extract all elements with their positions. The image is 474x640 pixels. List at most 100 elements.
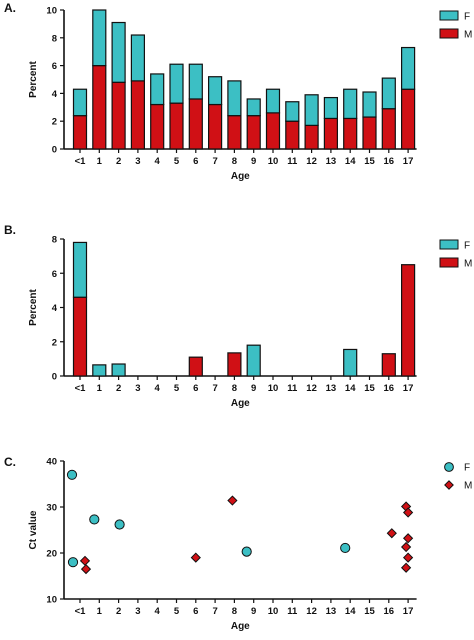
x-tick-label: 17 <box>403 156 414 167</box>
scatter-point-m <box>80 563 92 575</box>
x-tick-label: 4 <box>155 606 161 617</box>
x-tick-label: 6 <box>193 383 198 394</box>
x-tick-label: 1 <box>97 606 103 617</box>
bar-segment-m <box>285 120 300 150</box>
bar-segment-f <box>72 241 88 298</box>
bar-segment-m <box>72 296 88 377</box>
bar-segment-f <box>150 73 165 106</box>
x-tick-label: 1 <box>97 156 103 167</box>
x-tick-label: 10 <box>268 383 279 394</box>
y-axis-title: Ct value <box>28 510 39 549</box>
bar-segment-f <box>208 76 223 106</box>
bar-segment-f <box>304 94 319 126</box>
x-tick-label: 7 <box>212 156 217 167</box>
scatter-point-m <box>190 552 201 563</box>
x-tick-label: 11 <box>287 606 298 617</box>
bar-segment-m <box>150 103 165 150</box>
x-tick-label: 11 <box>287 156 298 167</box>
bar-segment-f <box>265 88 281 114</box>
bar-segment-m <box>72 115 88 150</box>
bar-segment-m <box>362 116 377 150</box>
x-tick-label: <1 <box>75 156 87 167</box>
y-tick-label: 8 <box>52 33 57 44</box>
panel-label: C. <box>4 455 16 469</box>
legend-label-f: F <box>464 463 470 474</box>
legend-label-f: F <box>464 12 470 23</box>
bar-segment-m <box>401 264 416 377</box>
bar-segment-m <box>130 80 145 150</box>
y-tick-label: 0 <box>52 145 57 156</box>
x-tick-label: 16 <box>384 383 395 394</box>
y-tick-label: 30 <box>46 503 57 514</box>
x-tick-label: 2 <box>116 383 121 394</box>
x-tick-label: 13 <box>326 156 337 167</box>
bar-segment-f <box>111 363 126 377</box>
bar-segment-m <box>208 103 223 150</box>
panel-label: B. <box>4 223 16 237</box>
bar-segment-m <box>401 88 416 150</box>
legend-label-m: M <box>464 30 472 41</box>
legend-swatch-m <box>439 28 459 39</box>
y-tick-label: 2 <box>52 117 57 128</box>
bar-segment-m <box>323 117 338 150</box>
y-axis-title: Percent <box>28 60 39 97</box>
x-tick-label: 8 <box>232 383 237 394</box>
x-tick-label: 7 <box>212 606 217 617</box>
x-tick-label: 11 <box>287 383 298 394</box>
x-axis-title: Age <box>231 398 250 409</box>
x-tick-label: 8 <box>232 606 237 617</box>
x-tick-label: 14 <box>345 606 356 617</box>
x-tick-label: 3 <box>135 606 140 617</box>
x-tick-label: 14 <box>345 156 356 167</box>
x-tick-label: 12 <box>306 606 317 617</box>
y-axis-title: Percent <box>28 288 39 325</box>
x-tick-label: 9 <box>251 606 256 617</box>
x-tick-label: 5 <box>174 383 180 394</box>
legend-label-f: F <box>464 241 470 252</box>
bar-segment-f <box>72 88 88 117</box>
legend-label-m: M <box>464 481 472 492</box>
legend-swatch-f <box>439 239 459 250</box>
scatter-point-m <box>402 552 414 563</box>
bar-segment-f <box>285 101 300 122</box>
x-tick-label: 12 <box>306 156 317 167</box>
x-tick-label: 13 <box>326 383 337 394</box>
bar-segment-m <box>246 115 261 150</box>
x-tick-label: 1 <box>97 383 103 394</box>
x-tick-label: 5 <box>174 606 180 617</box>
bar-segment-f <box>381 77 396 110</box>
x-tick-label: 9 <box>251 383 256 394</box>
bar-segment-f <box>343 348 358 377</box>
panel-label: A. <box>4 1 16 15</box>
x-tick-label: 7 <box>212 383 217 394</box>
x-tick-label: 14 <box>345 383 356 394</box>
scatter-point-m <box>227 495 238 506</box>
y-tick-label: 2 <box>52 337 57 348</box>
x-tick-label: 9 <box>251 156 256 167</box>
x-tick-label: 4 <box>155 383 161 394</box>
x-tick-label: 4 <box>155 156 161 167</box>
y-tick-label: 40 <box>46 457 57 468</box>
legend-marker-m <box>444 480 454 490</box>
bar-segment-m <box>169 102 184 150</box>
x-tick-label: 10 <box>268 156 279 167</box>
x-tick-label: 3 <box>135 383 140 394</box>
x-tick-label: 17 <box>403 383 414 394</box>
x-tick-label: 15 <box>364 383 375 394</box>
bar-segment-f <box>92 9 107 67</box>
x-tick-label: 12 <box>306 383 317 394</box>
bar-segment-f <box>246 98 261 117</box>
bar-segment-f <box>323 96 338 120</box>
legend-label-m: M <box>464 259 472 270</box>
bar-segment-m <box>227 352 242 377</box>
scatter-point-f <box>67 557 79 568</box>
bar-segment-m <box>227 115 242 150</box>
bar-segment-m <box>265 112 281 150</box>
scatter-point-f <box>114 519 125 530</box>
y-tick-label: 8 <box>52 235 57 246</box>
x-tick-label: 15 <box>364 606 375 617</box>
x-tick-label: 16 <box>384 156 395 167</box>
x-tick-label: 2 <box>116 606 121 617</box>
bar-segment-f <box>169 63 184 104</box>
x-tick-label: 2 <box>116 156 121 167</box>
